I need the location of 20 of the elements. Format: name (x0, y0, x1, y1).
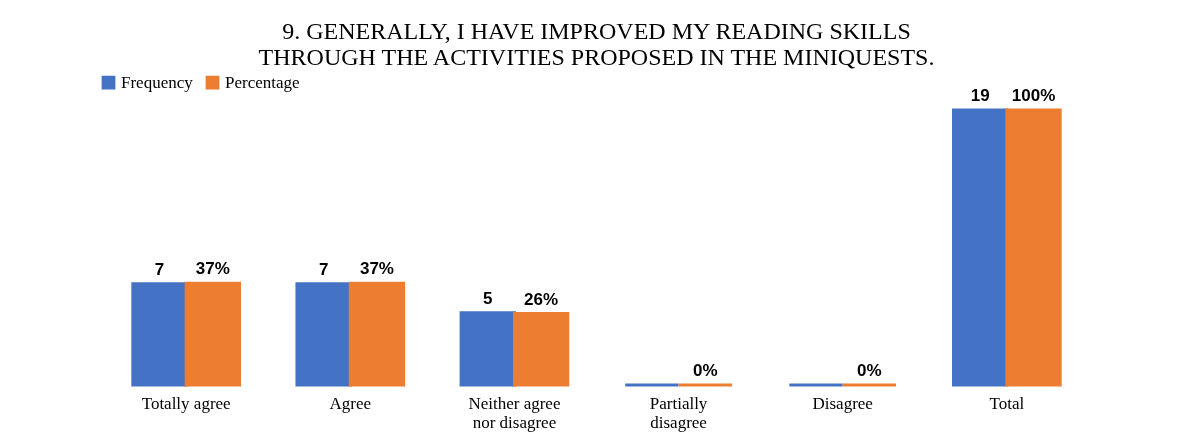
data-label: 37% (359, 259, 394, 279)
data-label: 100% (1011, 86, 1056, 105)
x-tick-label: Totally agree (141, 393, 231, 413)
legend-label: Frequency (121, 72, 194, 92)
x-tick-label: Partially disagree (649, 393, 708, 432)
data-label: 0% (692, 361, 718, 380)
legend-label: Percentage (225, 72, 300, 92)
text: THROUGH THE ACTIVITIES PROPOSED IN THE MINIQUESTS. (258, 44, 935, 70)
data-label: 7 (318, 259, 329, 279)
x-tick-label: Neither agree nor disagree (468, 393, 561, 432)
x-tick-label: Disagree (812, 393, 873, 413)
data-label: 19 (970, 86, 990, 105)
text: 9. GENERALLY, I HAVE IMPROVED MY READING SKILLS (282, 18, 911, 44)
data-label: 26% (524, 289, 559, 309)
x-tick-label: Agree (329, 393, 372, 413)
data-label: 5 (483, 288, 493, 308)
x-tick-label: Total (989, 393, 1025, 413)
data-label: 7 (154, 259, 165, 279)
data-label: 0% (857, 361, 882, 380)
data-label: 37% (195, 259, 230, 279)
